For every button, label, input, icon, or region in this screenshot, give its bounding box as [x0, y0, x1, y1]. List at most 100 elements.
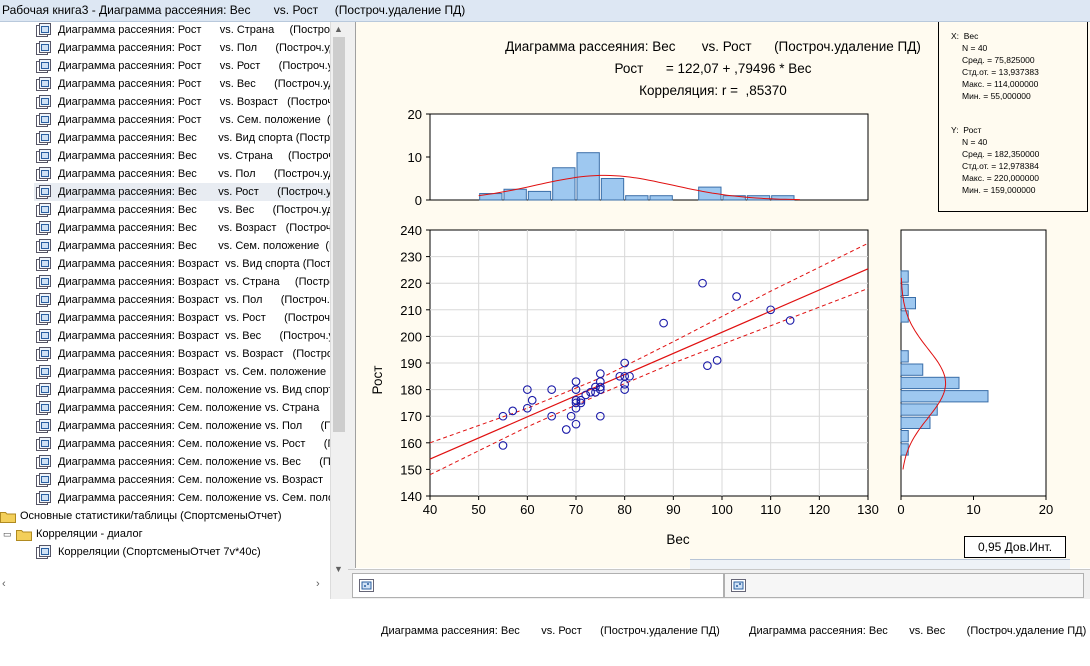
tree-item-label: Диаграмма рассеяния: Вес vs. Возраст (По… [58, 222, 341, 234]
x-histogram-bar [625, 195, 649, 201]
scatterplot-doc-icon [36, 437, 52, 451]
tree-item-scatterplot[interactable]: Диаграмма рассеяния: Вес vs. Вес (Постро… [34, 201, 333, 219]
window-title: Рабочая книга3 - Диаграмма рассеяния: Ве… [2, 3, 466, 17]
data-point [732, 292, 741, 301]
tree-item-scatterplot[interactable]: Диаграмма рассеяния: Возраст vs. Рост (П… [34, 309, 345, 327]
tree-item-scatterplot[interactable]: Диаграмма рассеяния: Сем. положение vs. … [34, 417, 347, 435]
tree-item-scatterplot[interactable]: Диаграмма рассеяния: Сем. положение vs. … [34, 453, 347, 471]
y-histogram-bar [900, 310, 909, 323]
tree-folder-basic-stats[interactable]: Основные статистики/таблицы (СпортсменыО… [0, 507, 330, 525]
tree-item-scatterplot[interactable]: Диаграмма рассеяния: Возраст vs. Вес (По… [34, 327, 340, 345]
tree-item-scatterplot[interactable]: Диаграмма рассеяния: Сем. положение vs. … [34, 471, 347, 489]
scroll-down-icon[interactable]: ▼ [334, 564, 343, 574]
regression-line [429, 268, 869, 460]
data-point [571, 403, 581, 413]
tree-item-label: Диаграмма рассеяния: Рост vs. Рост (Пост… [58, 60, 340, 72]
data-point [591, 382, 600, 392]
data-point [595, 411, 605, 421]
data-point [576, 398, 586, 408]
y-hist-tick-label: 10 [966, 502, 980, 517]
tree-item-scatterplot[interactable]: Диаграмма рассеяния: Рост vs. Страна (По… [34, 22, 339, 39]
tree-item-scatterplot[interactable]: Диаграмма рассеяния: Возраст vs. Вид спо… [34, 255, 347, 273]
x-tick-label: 40 [423, 502, 437, 517]
tree-item-label: Диаграмма рассеяния: Рост vs. Вес (Постр… [58, 78, 335, 90]
x-histogram-bar [479, 193, 503, 201]
tree-item-scatterplot[interactable]: Диаграмма рассеяния: Возраст vs. Пол (По… [34, 291, 341, 309]
tree-item-scatterplot[interactable]: Диаграмма рассеяния: Рост vs. Сем. полож… [34, 111, 345, 129]
data-point [712, 355, 722, 365]
tree-item-scatterplot[interactable]: Диаграмма рассеяния: Рост vs. Вес (Постр… [34, 75, 335, 93]
x-histogram-bar [600, 178, 625, 201]
scroll-up-icon[interactable]: ▲ [334, 24, 343, 34]
y-tick-label: 240 [400, 223, 422, 238]
tree-item-scatterplot[interactable]: Диаграмма рассеяния: Сем. положение vs. … [34, 489, 347, 507]
data-point [498, 411, 508, 421]
tree-item-label: Диаграмма рассеяния: Вес vs. Пол (Постро… [58, 168, 335, 180]
scatterplot-doc-icon [36, 203, 52, 217]
collapse-toggle-icon[interactable]: ▭ [3, 529, 12, 539]
y-tick-label: 210 [400, 303, 422, 318]
data-point [766, 305, 776, 315]
scroll-thumb[interactable] [333, 37, 345, 432]
y-histogram-bar [900, 416, 931, 430]
tab-scatter-weight-weight[interactable]: Диаграмма рассеяния: Вес vs. Вес (Постро… [724, 573, 1086, 637]
data-point [620, 385, 630, 394]
stats-x-header: X: Вес [951, 31, 979, 41]
scatterplot-doc-icon [36, 41, 52, 55]
tree-item-scatterplot[interactable]: Диаграмма рассеяния: Рост vs. Пол (Постр… [34, 39, 336, 57]
tree-item-scatterplot[interactable]: Диаграмма рассеяния: Вес vs. Пол (Постро… [34, 165, 334, 183]
tree-item-scatterplot[interactable]: Диаграмма рассеяния: Вес vs. Сем. положе… [34, 237, 343, 255]
pane-splitter[interactable] [347, 22, 355, 599]
tree-item-scatterplot[interactable]: Диаграмма рассеяния: Вес vs. Рост (Постр… [34, 183, 338, 201]
data-point [571, 385, 581, 394]
chart-doc-icon [731, 579, 746, 592]
y-tick-label: 140 [400, 489, 422, 504]
scatterplot-doc-icon [36, 113, 52, 127]
tree-item-label: Диаграмма рассеяния: Рост vs. Сем. полож… [58, 114, 345, 126]
y-histogram-bar [900, 363, 924, 376]
data-point [522, 385, 532, 394]
tree-item-label: Диаграмма рассеяния: Сем. положение vs. … [58, 438, 347, 450]
folder-icon [16, 528, 32, 541]
window-title-bar: Рабочая книга3 - Диаграмма рассеяния: Ве… [0, 0, 1090, 22]
tree-vertical-scrollbar[interactable]: ▲ ▼ [330, 22, 347, 599]
stats-y-mean: Сред. = 182,350000 [962, 149, 1040, 159]
tree-item-scatterplot[interactable]: Диаграмма рассеяния: Вес vs. Страна (Пос… [34, 147, 337, 165]
x-hist-tick-label: 10 [408, 150, 422, 165]
x-tick-label: 100 [711, 502, 733, 517]
x-hist-tick-label: 20 [408, 107, 422, 122]
tree-item-scatterplot[interactable]: Диаграмма рассеяния: Вес vs. Вид спорта … [34, 129, 342, 147]
tree-item-scatterplot[interactable]: Диаграмма рассеяния: Сем. положение vs. … [34, 435, 347, 453]
tree-item-scatterplot[interactable]: Диаграмма рассеяния: Возраст vs. Страна … [34, 273, 344, 291]
stats-y-n: N = 40 [962, 137, 988, 147]
scroll-right-icon[interactable]: › [316, 578, 320, 590]
y-tick-label: 230 [400, 250, 422, 265]
tree-item-label: Диаграмма рассеяния: Возраст vs. Вид спо… [58, 258, 347, 270]
data-point [620, 358, 630, 368]
data-point [571, 398, 581, 408]
x-tick-label: 130 [857, 502, 879, 517]
tree-item-scatterplot[interactable]: Диаграмма рассеяния: Сем. положение vs. … [34, 381, 347, 399]
tree-item-label: Диаграмма рассеяния: Возраст vs. Вес (По… [58, 330, 341, 342]
data-point [595, 382, 605, 392]
tree-item-scatterplot[interactable]: Диаграмма рассеяния: Возраст vs. Возраст… [34, 345, 347, 363]
x-tick-label: 110 [760, 502, 781, 517]
graph-horizontal-scrollbar[interactable] [690, 559, 1070, 569]
tree-item-scatterplot[interactable]: Диаграмма рассеяния: Сем. положение vs. … [34, 399, 347, 417]
confidence-interval-legend: 0,95 Дов.Инт. [964, 536, 1066, 558]
data-point [571, 419, 581, 429]
tree-item-scatterplot[interactable]: Диаграмма рассеяния: Рост vs. Рост (Пост… [34, 57, 339, 75]
tab-scatter-weight-height[interactable]: Диаграмма рассеяния: Вес vs. Рост (Постр… [352, 573, 724, 637]
data-point [591, 387, 600, 397]
y-tick-label: 190 [400, 356, 422, 371]
tree-item-correlations[interactable]: Корреляции (СпортсменыОтчет 7v*40c) [34, 543, 330, 561]
data-point [703, 361, 712, 371]
y-hist-tick-label: 20 [1039, 502, 1053, 517]
tree-item-scatterplot[interactable]: Диаграмма рассеяния: Возраст vs. Сем. по… [34, 363, 347, 381]
scroll-left-icon[interactable]: ‹ [2, 578, 6, 590]
tree-item-scatterplot[interactable]: Диаграмма рассеяния: Вес vs. Возраст (По… [34, 219, 340, 237]
data-point [522, 403, 532, 413]
tree-item-scatterplot[interactable]: Диаграмма рассеяния: Рост vs. Возраст (П… [34, 93, 342, 111]
tree-item-label: Диаграмма рассеяния: Вес vs. Рост (Постр… [58, 186, 338, 198]
tree-folder-correlations[interactable]: ▭ Корреляции - диалог [0, 525, 330, 543]
